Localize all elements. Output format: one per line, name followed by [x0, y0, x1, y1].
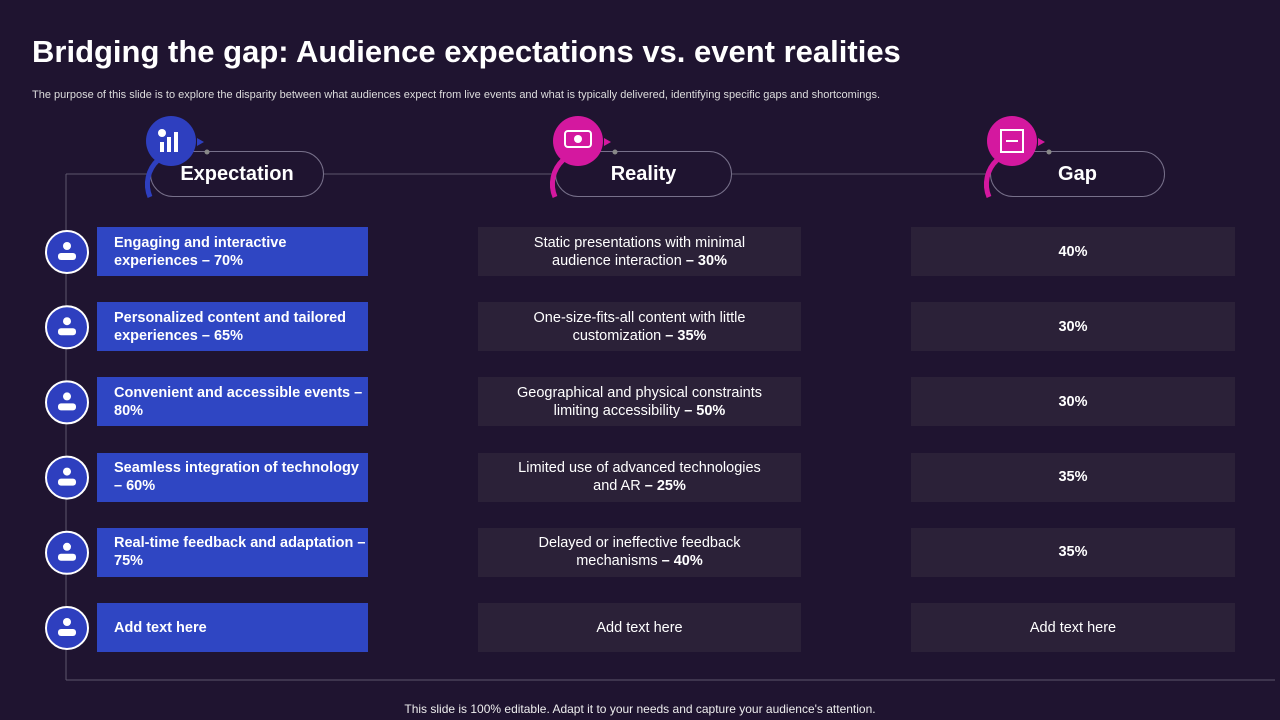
expectation-cell: Add text here — [97, 603, 368, 652]
title: Bridging the gap: Audience expectations … — [32, 34, 901, 69]
row-icon — [45, 606, 89, 650]
reality-value: – 40% — [661, 553, 703, 570]
subtitle: The purpose of this slide is to explore … — [32, 89, 881, 101]
expectation-cell: Engaging and interactive experiences – 7… — [97, 227, 368, 276]
reality-text: One-size-fits-all content with little cu… — [508, 309, 771, 345]
gap-cell: 30% — [911, 377, 1235, 427]
reality-description: Limited use of advanced technologies and… — [518, 460, 761, 495]
footer: This slide is 100% editable. Adapt it to… — [404, 702, 876, 716]
reality-description: Add text here — [596, 619, 683, 636]
reality-value: – 50% — [684, 402, 726, 419]
reality-cell: Delayed or ineffective feedback mechanis… — [478, 527, 801, 577]
row-icons — [45, 230, 89, 650]
column-header: Gap — [990, 151, 1165, 197]
gap-cell: 40% — [911, 227, 1235, 276]
gap-cell: 35% — [911, 452, 1235, 502]
row-icon — [45, 530, 89, 575]
gap-cell: Add text here — [911, 603, 1235, 652]
expectation-cell: Real-time feedback and adaptation – 75% — [97, 527, 368, 577]
reality-value: – 35% — [665, 327, 707, 344]
gap-cell: 35% — [911, 527, 1235, 577]
reality-description: Static presentations with minimal audien… — [533, 234, 746, 269]
reality-description: Delayed or ineffective feedback mechanis… — [538, 535, 741, 570]
expectation-cell: Convenient and accessible events – 80% — [97, 377, 368, 427]
reality-description: Geographical and physical constraints li… — [516, 384, 763, 419]
reality-cell: Add text here — [478, 603, 801, 652]
column-header: Expectation — [150, 151, 324, 197]
expectation-cell: Personalized content and tailored experi… — [97, 302, 368, 352]
reality-text: Static presentations with minimal audien… — [508, 234, 771, 270]
row-icon — [45, 455, 89, 500]
gap-cell: 30% — [911, 302, 1235, 352]
reality-text: Geographical and physical constraints li… — [508, 384, 771, 420]
row-icon — [45, 305, 89, 350]
row-icon — [45, 380, 89, 425]
row-icon — [45, 230, 89, 274]
reality-value: – 30% — [685, 252, 727, 269]
column-header: Reality — [555, 151, 732, 197]
reality-cell: Limited use of advanced technologies and… — [478, 452, 801, 502]
reality-value: – 25% — [644, 478, 686, 495]
reality-text: Add text here — [596, 619, 682, 637]
reality-text: Limited use of advanced technologies and… — [508, 459, 771, 495]
reality-text: Delayed or ineffective feedback mechanis… — [508, 534, 771, 570]
reality-description: One-size-fits-all content with little cu… — [533, 309, 746, 344]
reality-cell: Geographical and physical constraints li… — [478, 377, 801, 427]
reality-cell: Static presentations with minimal audien… — [478, 227, 801, 276]
expectation-cell: Seamless integration of technology – 60% — [97, 452, 368, 502]
reality-cell: One-size-fits-all content with little cu… — [478, 302, 801, 352]
